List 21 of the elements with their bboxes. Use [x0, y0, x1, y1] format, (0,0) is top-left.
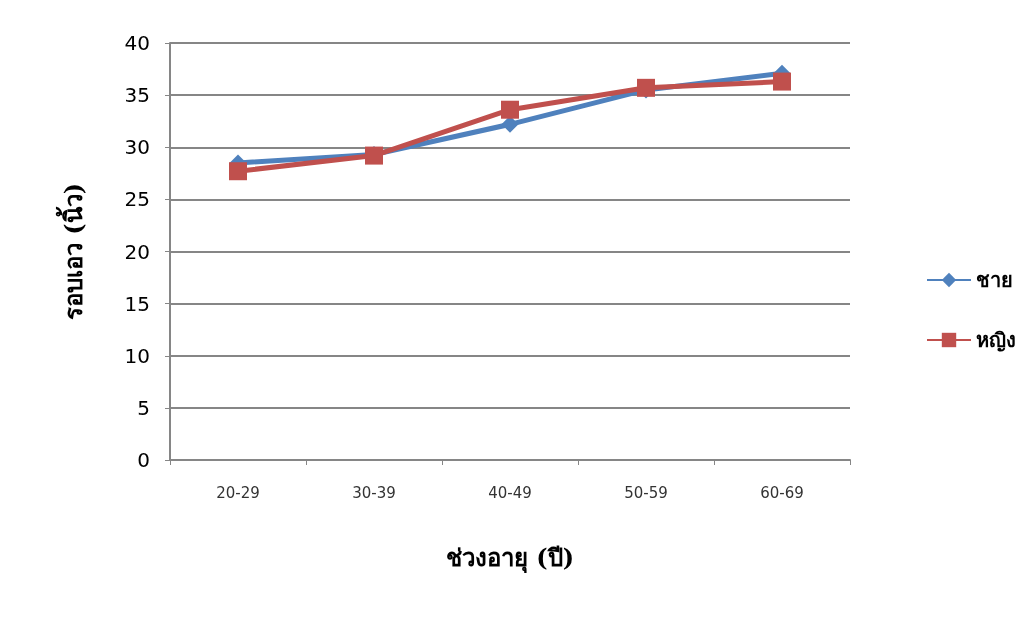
y-tick-label: 10	[124, 343, 150, 368]
point	[773, 72, 791, 91]
y-tick-label: 5	[137, 395, 150, 420]
y-tick-label: 35	[124, 83, 150, 108]
x-tick-label: 40-49	[488, 483, 532, 502]
y-tick-label: 20	[124, 239, 150, 264]
point	[501, 100, 519, 119]
x-tick-label: 60-69	[760, 483, 804, 502]
y-tick-label: 0	[137, 448, 150, 472]
x-tick-label: 50-59	[624, 483, 668, 502]
x-tick-label: 30-39	[352, 483, 396, 502]
x-tick-label: 20-29	[216, 483, 260, 502]
legend-label: ชาย	[976, 268, 1013, 292]
x-axis-title: ช่วงอายุ (ปี)	[445, 542, 575, 574]
legend-label: หญิง	[976, 328, 1016, 352]
point	[229, 162, 247, 181]
y-tick-label: 30	[124, 135, 150, 160]
y-tick-label: 25	[124, 187, 150, 212]
y-tick-label: 40	[124, 31, 150, 55]
y-axis-title: รอบเอว (นิ้ว)	[54, 182, 88, 321]
y-tick-label: 15	[124, 291, 150, 316]
